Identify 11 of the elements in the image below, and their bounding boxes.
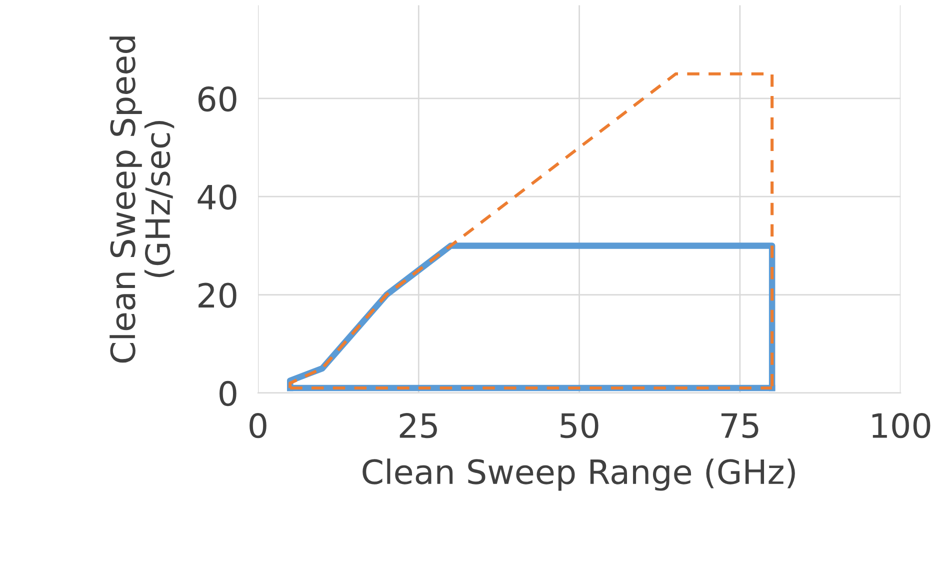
x-tick-label: 50	[560, 412, 598, 438]
y-axis-title: Clean Sweep Speed (GHz/sec)	[110, 36, 174, 363]
x-tick-label: 0	[250, 412, 266, 438]
x-tick-label: 75	[721, 413, 758, 438]
y-tick-label: 0	[220, 380, 236, 406]
y-tick-label: 40	[198, 184, 236, 210]
x-tick-label: 100	[872, 412, 930, 438]
x-axis-title: Clean Sweep Range (GHz)	[362, 458, 795, 491]
y-tick-label: 60	[198, 86, 236, 112]
y-tick-label: 20	[198, 282, 236, 308]
x-tick-label: 25	[400, 412, 437, 438]
